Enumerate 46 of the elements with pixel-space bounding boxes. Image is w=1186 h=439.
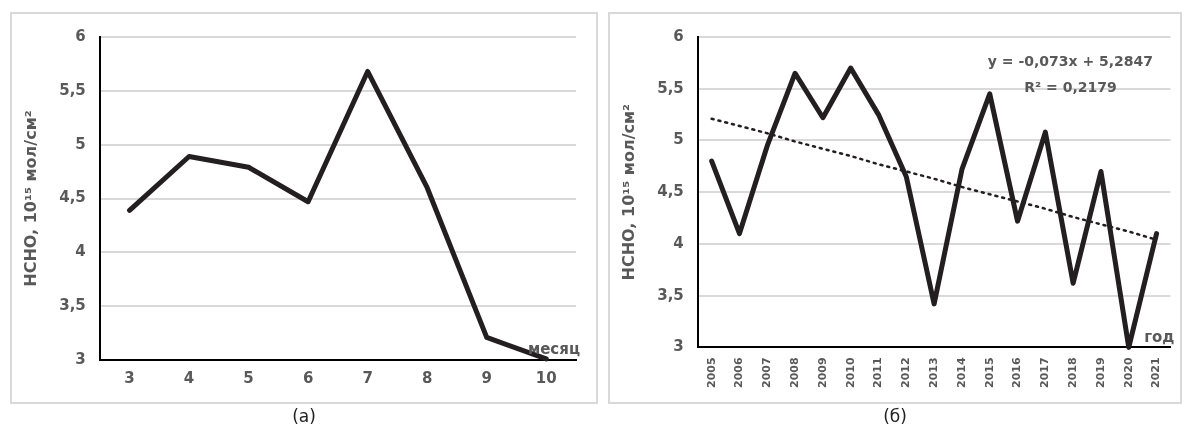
y-tick-label: 5,5 <box>59 80 86 99</box>
x-tick-label: 2005 <box>704 357 718 389</box>
x-tick-label: 2013 <box>926 357 940 389</box>
y-tick-label: 4 <box>673 233 684 252</box>
y-axis-title: HCHO, 10¹⁵ мол/см² <box>20 110 40 287</box>
x-tick-label: 2009 <box>815 357 829 389</box>
y-tick-label: 6 <box>75 26 86 45</box>
x-tick-label: 5 <box>243 368 254 387</box>
y-tick-label: 4 <box>75 242 86 261</box>
x-tick-label: 2019 <box>1093 357 1107 389</box>
y-axis-title: HCHO, 10¹⁵ мол/см² <box>618 103 638 281</box>
x-tick-label: 2008 <box>787 357 801 389</box>
x-axis-title: год <box>1144 327 1175 346</box>
text: (б) <box>883 406 907 426</box>
x-tick-label: 2021 <box>1149 357 1163 389</box>
y-tick-label: 4,5 <box>657 182 684 201</box>
y-tick-label: 3,5 <box>59 296 86 315</box>
x-tick-label: 4 <box>183 368 195 387</box>
annotation: R² = 0,2179 <box>1024 78 1117 95</box>
y-tick-label: 3,5 <box>657 285 684 304</box>
x-tick-label: 2020 <box>1121 357 1135 389</box>
y-tick-label: 5,5 <box>657 78 684 97</box>
y-tick-label: 4,5 <box>59 188 86 207</box>
y-tick-label: 6 <box>673 26 684 45</box>
x-tick-label: 8 <box>421 368 433 387</box>
text: (a) <box>292 406 316 426</box>
y-tick-label: 3 <box>673 337 684 356</box>
x-tick-label: 2012 <box>899 357 913 389</box>
y-tick-label: 5 <box>75 134 86 153</box>
x-tick-label: 7 <box>362 368 373 387</box>
x-tick-label: 2018 <box>1066 357 1080 389</box>
annotation: y = -0,073x + 5,2847 <box>987 52 1154 69</box>
x-tick-label: 10 <box>535 368 557 387</box>
x-tick-label: 2007 <box>760 357 774 389</box>
x-tick-label: 2016 <box>1010 357 1024 389</box>
x-tick-label: 2011 <box>871 357 885 389</box>
x-tick-label: 2014 <box>954 357 968 389</box>
x-tick-label: 2010 <box>843 357 857 389</box>
x-axis-title: месяц <box>527 340 580 359</box>
x-tick-label: 2017 <box>1038 357 1052 389</box>
x-tick-label: 9 <box>481 368 492 387</box>
x-tick-label: 2006 <box>732 357 746 389</box>
x-tick-label: 3 <box>124 368 135 387</box>
y-tick-label: 5 <box>673 130 684 149</box>
x-tick-label: 6 <box>302 368 314 387</box>
x-tick-label: 2015 <box>982 357 996 389</box>
